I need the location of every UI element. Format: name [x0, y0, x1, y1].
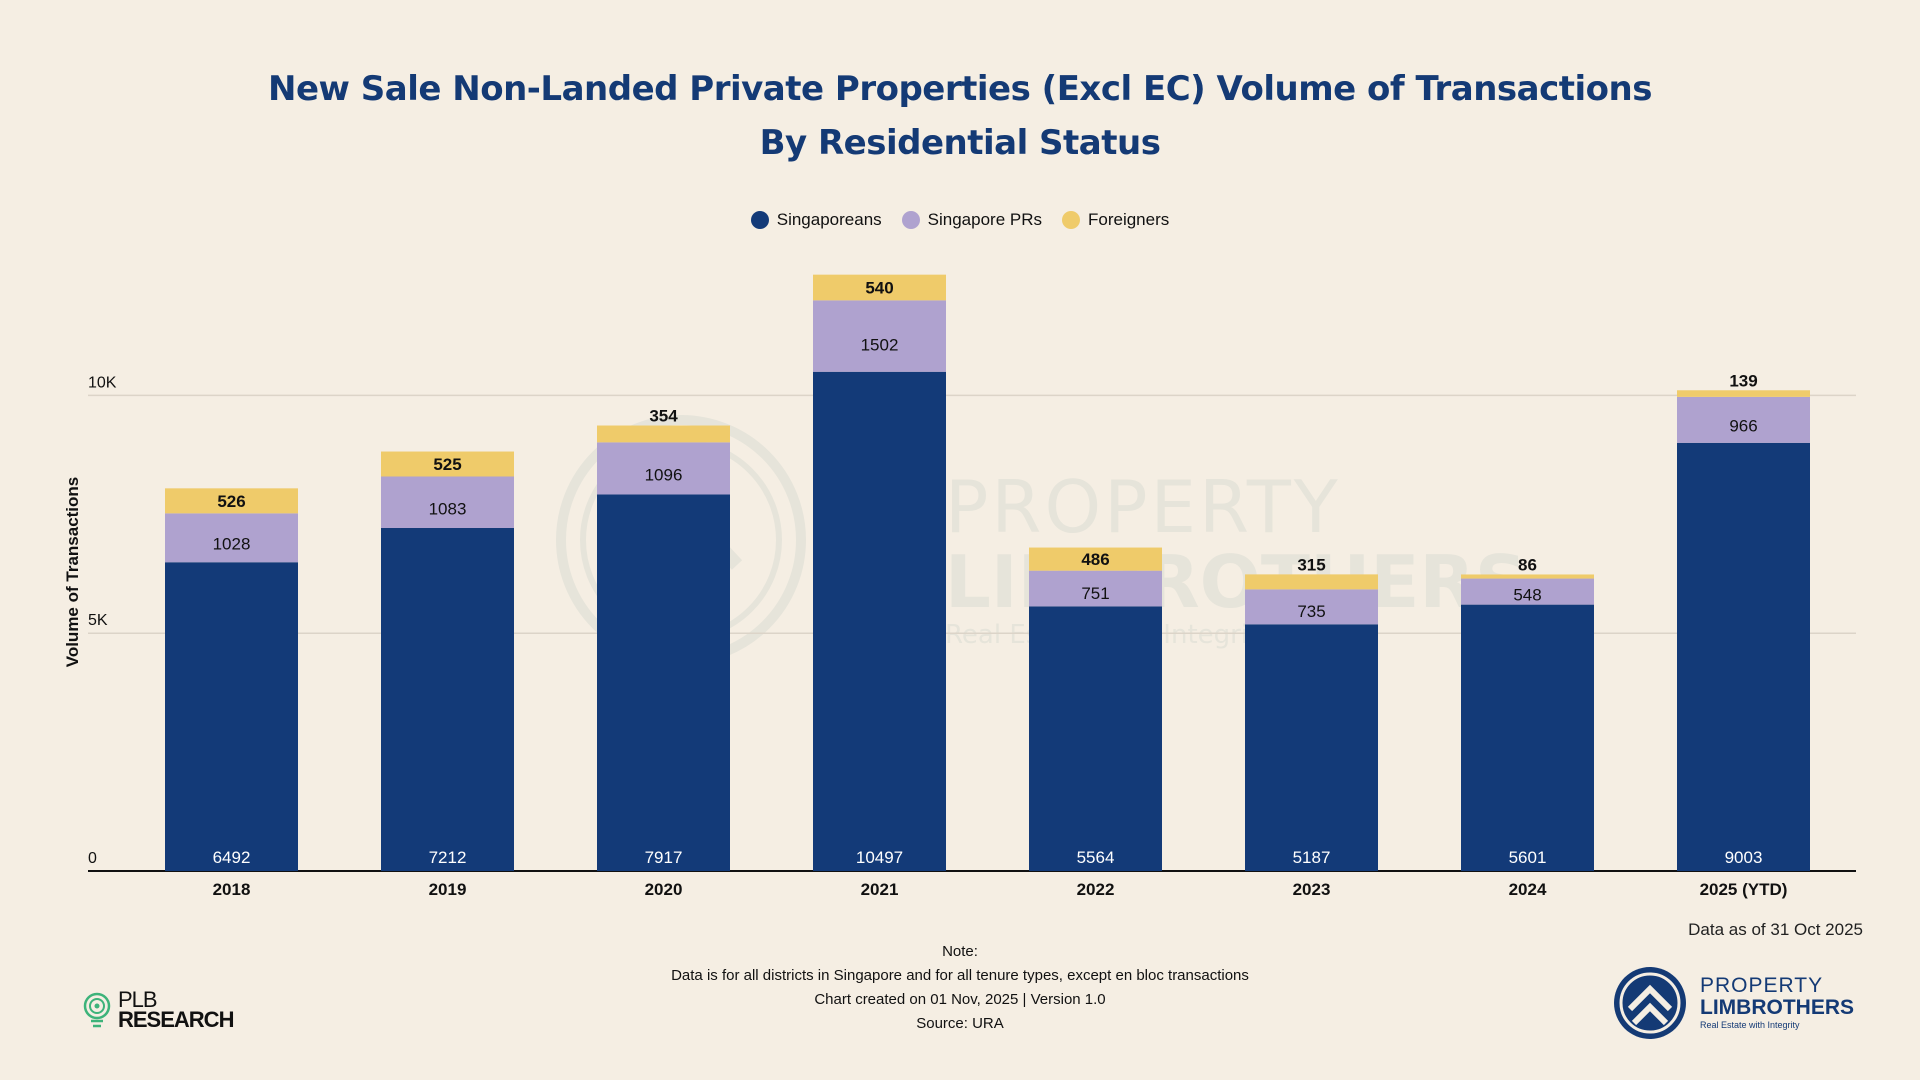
y-tick-label: 5K	[88, 612, 108, 629]
x-tick-label: 2018	[213, 880, 251, 899]
plb-bulb-icon	[83, 992, 111, 1028]
bar-segment-foreigners[interactable]	[1245, 574, 1378, 590]
bar-segment-singapore-prs[interactable]	[1461, 578, 1594, 605]
note-text: Data is for all districts in Singapore a…	[671, 967, 1249, 984]
labels-layer: 0 5K 10K 6492 1028 526 2018 7212 1083 525 2019 7917…	[88, 278, 1787, 899]
limbrothers-emblem-icon	[1614, 967, 1686, 1039]
bar-segment-singaporeans[interactable]	[1461, 604, 1594, 871]
bar-segment-foreigners[interactable]	[813, 274, 946, 301]
bar-segment-singapore-prs[interactable]	[597, 442, 730, 495]
source-text: Source: URA	[916, 1015, 1004, 1032]
data-label: 548	[1513, 586, 1541, 605]
legend-dot-icon	[901, 211, 920, 229]
bar-segment-singapore-prs[interactable]	[813, 300, 946, 372]
data-label: 1083	[429, 499, 467, 518]
legend-dot-icon	[750, 211, 769, 229]
plb-research-logo: PLB RESEARCH	[80, 987, 234, 1032]
x-tick-label: 2022	[1077, 880, 1115, 899]
bar-segment-singaporeans[interactable]	[165, 562, 298, 871]
data-label: 1502	[861, 336, 899, 355]
y-tick-label: 10K	[88, 374, 117, 391]
data-label: 139	[1729, 371, 1757, 390]
data-label: 5187	[1293, 848, 1331, 867]
data-label: 9003	[1725, 848, 1763, 867]
bar-segment-foreigners[interactable]	[597, 425, 730, 443]
data-label: 10497	[856, 848, 903, 867]
note-label: Note:	[942, 943, 978, 960]
legend-item-singaporeans[interactable]: Singaporeans	[750, 210, 882, 230]
data-label: 1028	[213, 535, 251, 554]
data-label: 1096	[645, 466, 683, 485]
chart-created-text: Chart created on 01 Nov, 2025 | Version …	[814, 991, 1106, 1008]
bar-segment-foreigners[interactable]	[1029, 547, 1162, 571]
bar-segment-foreigners[interactable]	[165, 488, 298, 514]
research-text: RESEARCH	[118, 1007, 234, 1032]
bars-layer	[165, 274, 1810, 871]
chart-title-line-2: By Residential Status	[759, 123, 1161, 163]
data-label: 354	[649, 407, 678, 426]
data-label: 540	[865, 278, 893, 297]
legend-item-foreigners[interactable]: Foreigners	[1062, 210, 1169, 230]
data-label: 315	[1297, 555, 1325, 574]
bar-segment-singaporeans[interactable]	[597, 494, 730, 871]
chart-title: New Sale Non-Landed Private Properties (…	[0, 62, 1920, 170]
bar-segment-singaporeans[interactable]	[1029, 606, 1162, 871]
data-label: 6492	[213, 848, 251, 867]
data-label: 5601	[1509, 848, 1547, 867]
x-tick-label: 2019	[429, 880, 467, 899]
data-label: 5564	[1077, 848, 1115, 867]
data-as-of-text: Data as of 31 Oct 2025	[1688, 920, 1863, 939]
x-tick-label: 2020	[645, 880, 683, 899]
x-tick-label: 2025 (YTD)	[1700, 880, 1788, 899]
x-tick-label: 2023	[1293, 880, 1331, 899]
data-label: 735	[1297, 602, 1325, 621]
data-label: 526	[217, 492, 245, 511]
bar-segment-foreigners[interactable]	[1461, 574, 1594, 579]
data-label: 7917	[645, 848, 683, 867]
data-label: 86	[1518, 555, 1537, 574]
property-limbrothers-logo: PROPERTY LIMBROTHERS Real Estate with In…	[1612, 965, 1854, 1041]
footer-notes: Note: Data is for all districts in Singa…	[0, 940, 1920, 1036]
pl-line-1: PROPERTY	[1700, 974, 1824, 997]
legend-label: Singaporeans	[776, 210, 882, 229]
chart-legend: Singaporeans Singapore PRs Foreigners	[0, 210, 1920, 230]
x-tick-label: 2021	[861, 880, 899, 899]
data-label: 7212	[429, 848, 467, 867]
bar-segment-singaporeans[interactable]	[813, 371, 946, 871]
legend-item-singapore-prs[interactable]: Singapore PRs	[901, 210, 1042, 230]
data-label: 486	[1081, 550, 1109, 569]
bar-segment-singapore-prs[interactable]	[381, 476, 514, 529]
bar-segment-singapore-prs[interactable]	[165, 513, 298, 563]
bar-segment-singapore-prs[interactable]	[1677, 396, 1810, 443]
pl-tagline: Real Estate with Integrity	[1700, 1020, 1800, 1030]
bar-segment-singaporeans[interactable]	[1245, 624, 1378, 871]
bar-segment-singapore-prs[interactable]	[1029, 570, 1162, 607]
y-axis-label: Volume of Transactions	[63, 477, 82, 668]
legend-label: Singapore PRs	[927, 210, 1042, 229]
legend-dot-icon	[1062, 211, 1080, 229]
bar-segment-foreigners[interactable]	[381, 451, 514, 477]
x-tick-label: 2024	[1509, 880, 1547, 899]
data-label: 525	[433, 455, 461, 474]
data-label: 751	[1081, 584, 1109, 603]
bar-segment-singaporeans[interactable]	[1677, 442, 1810, 871]
bar-segment-singaporeans[interactable]	[381, 528, 514, 871]
bar-segment-singapore-prs[interactable]	[1245, 589, 1378, 625]
plb-text: PLB	[118, 987, 158, 1012]
bar-segment-foreigners[interactable]	[1677, 390, 1810, 397]
data-label: 966	[1729, 416, 1757, 435]
pl-line-2: LIMBROTHERS	[1700, 996, 1854, 1019]
chart-title-line-1: New Sale Non-Landed Private Properties (…	[268, 69, 1652, 109]
y-tick-label: 0	[88, 850, 97, 867]
legend-label: Foreigners	[1088, 210, 1170, 229]
